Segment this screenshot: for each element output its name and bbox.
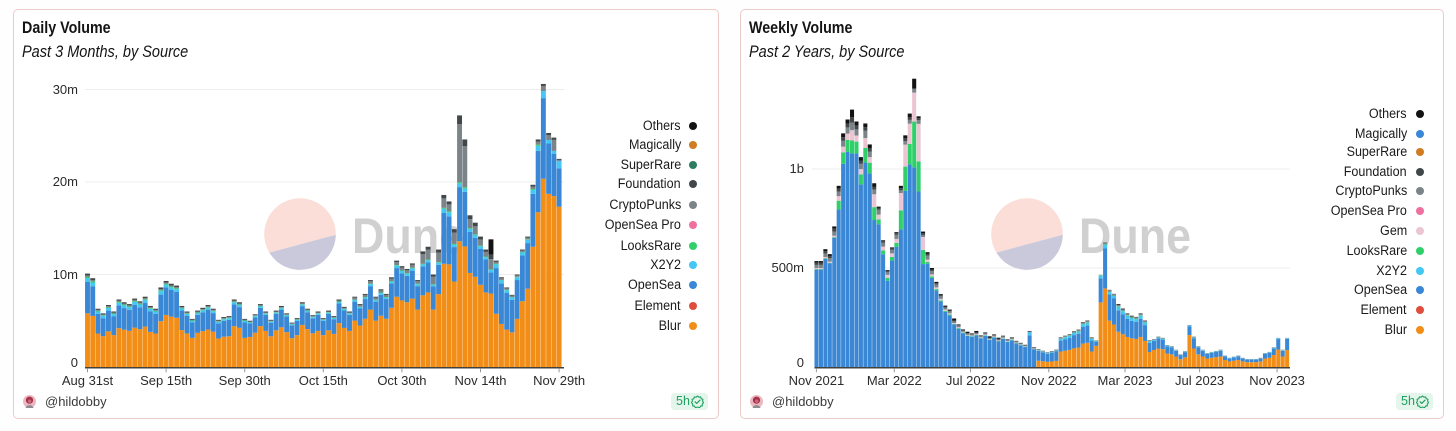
svg-text:Dune: Dune bbox=[1079, 208, 1191, 264]
